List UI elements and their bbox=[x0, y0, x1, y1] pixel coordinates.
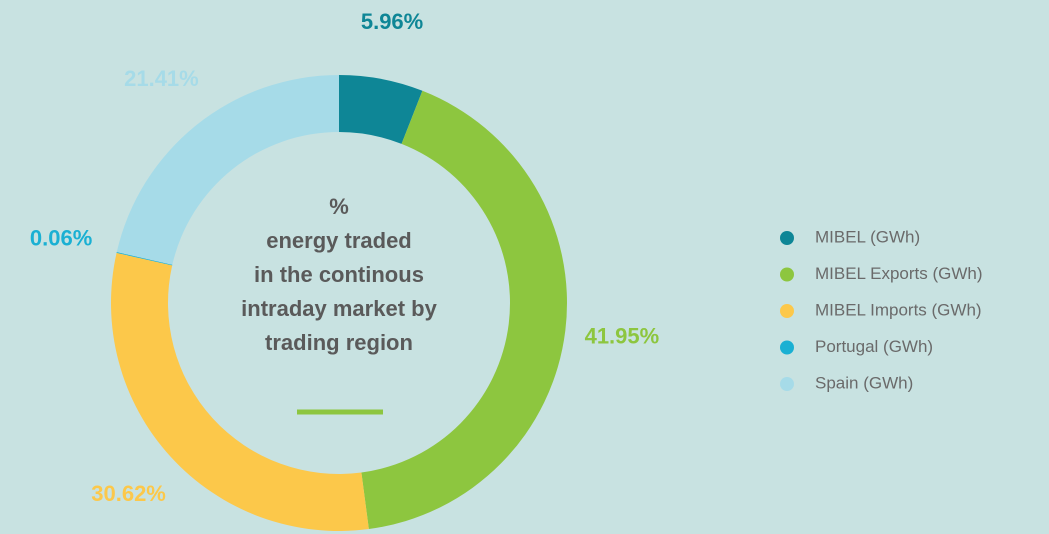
legend-swatch bbox=[780, 377, 794, 391]
chart-title: % bbox=[329, 194, 349, 219]
legend-swatch bbox=[780, 304, 794, 318]
legend-label: Portugal (GWh) bbox=[815, 337, 933, 356]
chart-title: in the continous bbox=[254, 262, 424, 287]
value-label: 5.96% bbox=[361, 9, 423, 34]
donut-slice bbox=[116, 252, 173, 266]
donut-slice bbox=[361, 90, 567, 530]
legend-swatch bbox=[780, 267, 794, 282]
value-label: 0.06% bbox=[30, 226, 92, 251]
legend-label: MIBEL Imports (GWh) bbox=[815, 300, 982, 319]
donut-slice bbox=[110, 252, 369, 532]
legend-swatch bbox=[780, 340, 794, 355]
donut-slice bbox=[339, 75, 423, 144]
legend-label: MIBEL (GWh) bbox=[815, 227, 920, 246]
chart-title: intraday market by bbox=[241, 296, 437, 321]
legend-label: Spain (GWh) bbox=[815, 373, 913, 392]
value-label: 41.95% bbox=[585, 323, 660, 348]
value-label: 21.41% bbox=[124, 66, 199, 91]
value-label: 30.62% bbox=[91, 481, 166, 506]
legend-swatch bbox=[780, 231, 794, 245]
chart-title: energy traded bbox=[266, 228, 412, 253]
legend-label: MIBEL Exports (GWh) bbox=[815, 264, 983, 283]
chart-title: trading region bbox=[265, 330, 413, 355]
donut-slice bbox=[116, 75, 339, 265]
